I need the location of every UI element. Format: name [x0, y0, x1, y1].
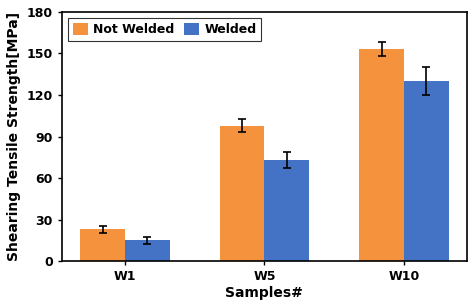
Y-axis label: Shearing Tensile Strength[MPa]: Shearing Tensile Strength[MPa] — [7, 12, 21, 261]
Bar — [359, 49, 404, 261]
Bar — [220, 126, 264, 261]
Bar — [264, 160, 309, 261]
X-axis label: Samples#: Samples# — [226, 286, 303, 300]
Legend: Not Welded, Welded: Not Welded, Welded — [68, 18, 261, 41]
Bar — [125, 240, 170, 261]
Bar — [80, 229, 125, 261]
Bar — [404, 81, 448, 261]
